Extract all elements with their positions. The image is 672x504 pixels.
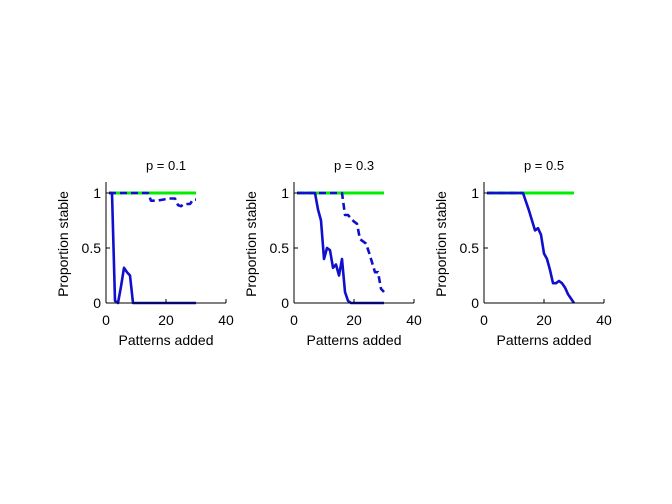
x-tick-label: 20 [346, 312, 362, 328]
series-layer [487, 191, 576, 304]
y-tick-label: 0 [471, 295, 479, 311]
chart-title: p = 0.5 [524, 158, 564, 173]
y-tick-label: 0.5 [460, 240, 480, 256]
series-line-dashed [297, 191, 385, 293]
x-axis-label: Patterns added [307, 332, 402, 348]
series-line-solid [297, 191, 384, 305]
axes-layer [105, 182, 227, 304]
y-axis-label: Proportion stable [243, 191, 259, 297]
x-tick-label: 40 [218, 312, 234, 328]
x-tick-label: 20 [536, 312, 552, 328]
x-axis-label: Patterns added [497, 332, 592, 348]
chart-title: p = 0.3 [334, 158, 374, 173]
x-tick-label: 20 [158, 312, 174, 328]
series-line-solid [487, 191, 576, 304]
y-tick-label: 0 [281, 295, 289, 311]
series-layer [297, 191, 385, 305]
y-tick-label: 1 [471, 185, 479, 201]
chart-panel-3: p = 0.5 Patterns added Proportion stable… [433, 158, 612, 348]
chart-panel-1: p = 0.1 Patterns added Proportion stable… [55, 158, 234, 348]
y-axis-label: Proportion stable [55, 191, 71, 297]
x-axis-label: Patterns added [119, 332, 214, 348]
y-tick-label: 1 [93, 185, 101, 201]
y-axis-label: Proportion stable [433, 191, 449, 297]
axes-layer [293, 182, 415, 304]
series-line-dashed [109, 191, 196, 208]
y-tick-label: 1 [281, 185, 289, 201]
x-tick-label: 0 [102, 312, 110, 328]
y-tick-label: 0.5 [270, 240, 290, 256]
y-tick-label: 0 [93, 295, 101, 311]
axes-layer [483, 182, 605, 304]
x-tick-label: 40 [406, 312, 422, 328]
x-tick-label: 40 [596, 312, 612, 328]
x-tick-label: 0 [290, 312, 298, 328]
chart-panel-2: p = 0.3 Patterns added Proportion stable… [243, 158, 422, 348]
x-tick-label: 0 [480, 312, 488, 328]
y-tick-label: 0.5 [82, 240, 102, 256]
chart-title: p = 0.1 [146, 158, 186, 173]
